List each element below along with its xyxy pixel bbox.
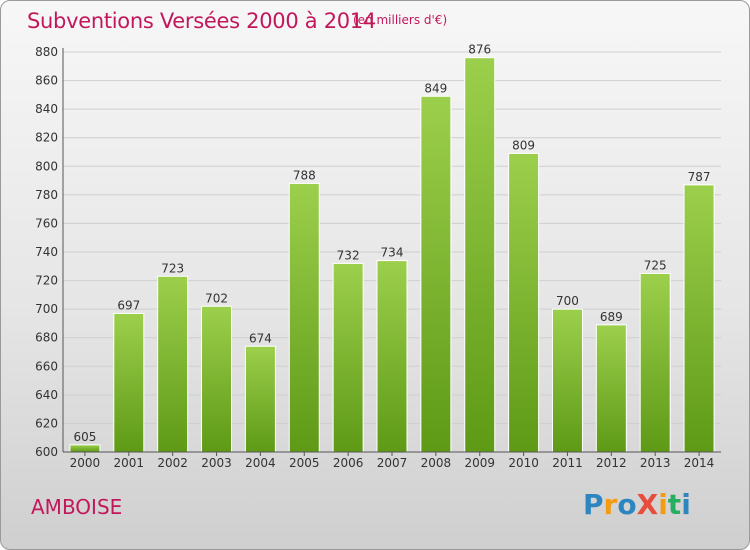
bar-2012 — [595, 324, 627, 453]
x-axis-ticks: 2000 2001 2002 2003 2004 2005 2006 2007 2008 2009… — [70, 452, 715, 470]
chart-title: Subventions Versées 2000 à 2014 — [27, 9, 376, 33]
x-tick-label: 2005 — [289, 456, 320, 470]
y-tick-label: 620 — [35, 416, 58, 430]
y-tick-label: 720 — [35, 274, 58, 288]
x-tick-label: 2001 — [114, 456, 145, 470]
y-tick-label: 880 — [35, 45, 58, 59]
y-tick-label: 820 — [35, 131, 58, 145]
x-tick-label: 2002 — [157, 456, 188, 470]
x-tick-label: 2006 — [333, 456, 364, 470]
data-label-2001: 697 — [117, 298, 140, 312]
bar-2004 — [244, 345, 276, 453]
axes — [62, 48, 721, 453]
data-label-2000: 605 — [73, 430, 96, 444]
data-label-2013: 725 — [644, 258, 667, 272]
data-label-2007: 734 — [381, 246, 404, 260]
x-tick-label: 2009 — [464, 456, 495, 470]
bar-2014 — [683, 184, 715, 453]
data-label-2014: 787 — [688, 170, 711, 184]
x-tick-label: 2013 — [640, 456, 671, 470]
x-tick-label: 2012 — [596, 456, 627, 470]
bar-2000 — [69, 444, 101, 453]
y-tick-label: 860 — [35, 74, 58, 88]
data-label-2012: 689 — [600, 310, 623, 324]
y-tick-label: 840 — [35, 102, 58, 116]
city-name: AMBOISE — [31, 495, 123, 519]
y-tick-label: 600 — [35, 445, 58, 459]
bar-2006 — [332, 262, 364, 453]
y-tick-label: 760 — [35, 216, 58, 230]
bar-2013 — [639, 272, 671, 453]
bar-2003 — [201, 305, 233, 453]
y-tick-label: 700 — [35, 302, 58, 316]
x-tick-label: 2010 — [508, 456, 539, 470]
y-tick-label: 660 — [35, 359, 58, 373]
data-label-2008: 849 — [424, 81, 447, 95]
x-tick-label: 2003 — [201, 456, 232, 470]
bar-2010 — [508, 152, 540, 453]
y-tick-label: 800 — [35, 159, 58, 173]
data-label-2011: 700 — [556, 294, 579, 308]
x-tick-label: 2004 — [245, 456, 276, 470]
data-label-2004: 674 — [249, 331, 272, 345]
x-tick-label: 2007 — [377, 456, 408, 470]
bar-2001 — [113, 312, 145, 453]
data-label-2005: 788 — [293, 168, 316, 182]
data-label-2009: 876 — [468, 43, 491, 57]
data-labels: 605 697 723 702 674 788 732 734 849 876 809 700 689 7… — [73, 43, 710, 444]
bar-2008 — [420, 95, 452, 453]
x-tick-label: 2008 — [421, 456, 452, 470]
data-label-2002: 723 — [161, 261, 184, 275]
bar-2005 — [288, 182, 320, 453]
x-tick-label: 2000 — [70, 456, 101, 470]
bar-2007 — [376, 260, 408, 453]
y-tick-label: 740 — [35, 245, 58, 259]
y-tick-label: 640 — [35, 388, 58, 402]
x-tick-label: 2011 — [552, 456, 583, 470]
data-label-2006: 732 — [337, 248, 360, 262]
data-label-2010: 809 — [512, 138, 535, 152]
proxiti-logo: ProXiti — [583, 488, 691, 521]
chart-unit-note: (en milliers d'€) — [353, 13, 448, 27]
bar-2011 — [551, 308, 583, 453]
x-tick-label: 2014 — [684, 456, 715, 470]
data-label-2003: 702 — [205, 291, 228, 305]
bar-2002 — [157, 275, 189, 453]
y-tick-label: 680 — [35, 331, 58, 345]
bar-2009 — [464, 57, 496, 453]
y-tick-label: 780 — [35, 188, 58, 202]
y-axis-ticks: 600 620 640 660 680 700 720 740 760 780 800 820 840 8… — [35, 45, 58, 459]
